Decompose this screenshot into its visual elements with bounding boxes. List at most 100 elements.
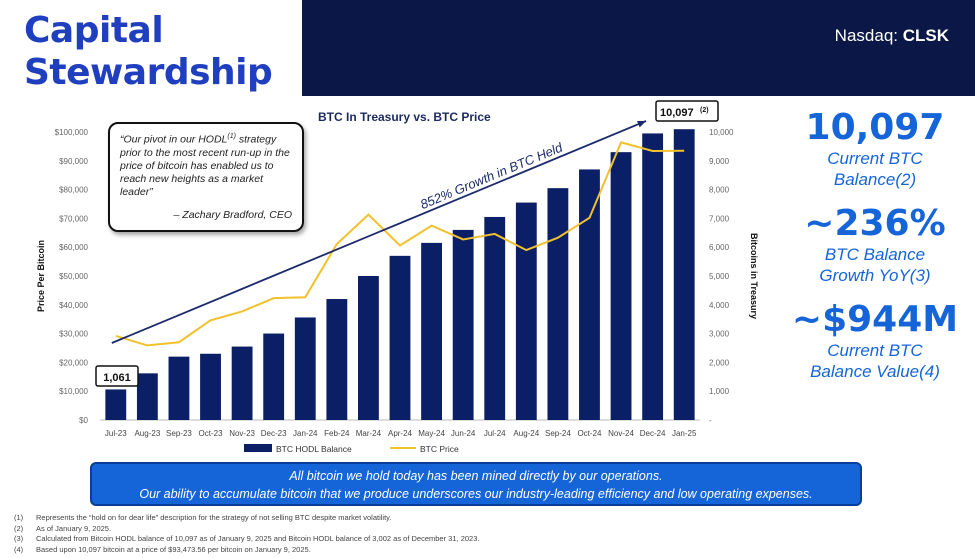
stats-panel: 10,097 Current BTC Balance(2) ~236% BTC … (780, 108, 970, 382)
legend-label-bar: BTC HODL Balance (276, 444, 352, 454)
footnote-text: Based upon 10,097 bitcoin at a price of … (36, 544, 311, 554)
header-left-area (0, 0, 302, 96)
x-tick-label: Jul-23 (105, 429, 127, 438)
bar-btc-balance (547, 188, 569, 420)
quote-text: “Our pivot in our HODL(1) strategy prior… (120, 133, 290, 198)
stat-value: ~$944M (791, 299, 959, 340)
bar-btc-balance (105, 389, 127, 420)
summary-banner: All bitcoin we hold today has been mined… (90, 462, 862, 506)
bar-btc-balance (294, 317, 316, 420)
x-tick-label: Nov-23 (229, 429, 255, 438)
y2-tick-label: 6,000 (709, 243, 730, 252)
y2-tick-label: 7,000 (709, 214, 730, 223)
end-label-box (655, 100, 719, 122)
x-tick-label: Aug-24 (513, 429, 539, 438)
stat-label-2: Balance Value(4) (810, 362, 940, 381)
footnotes: (1) Represents the “hold on for dear life… (14, 513, 479, 555)
footnote-text: Represents the “hold on for dear life” d… (36, 513, 392, 522)
y2-tick-label: 8,000 (709, 186, 730, 195)
banner-line-2: Our ability to accumulate bitcoin that w… (139, 487, 813, 501)
quote-footnote-ref: (1) (227, 133, 236, 140)
ceo-quote-box: “Our pivot in our HODL(1) strategy prior… (108, 122, 304, 232)
y-tick-label: $70,000 (59, 214, 88, 223)
quote-author: – Zachary Bradford, CEO (173, 209, 292, 221)
legend-swatch-bar (244, 444, 272, 452)
y2-tick-label: 3,000 (709, 330, 730, 339)
stat-label-1: Current BTC (827, 149, 923, 168)
stat-btc-balance: 10,097 Current BTC Balance(2) (780, 108, 970, 190)
footnote-number: (4) (14, 544, 24, 554)
y-tick-label: $50,000 (59, 272, 88, 281)
y-tick-label: $90,000 (59, 157, 88, 166)
ticker-prefix: Nasdaq: (834, 26, 903, 45)
bar-btc-balance (136, 373, 158, 420)
y-tick-label: $30,000 (59, 330, 88, 339)
y2-tick-label: 2,000 (709, 358, 730, 367)
bar-btc-balance (452, 229, 474, 420)
x-tick-label: Dec-23 (261, 429, 287, 438)
x-tick-label: Mar-24 (356, 429, 382, 438)
growth-arrow-line (111, 120, 647, 344)
bar-btc-balance (231, 346, 253, 420)
y-tick-label: $20,000 (59, 358, 88, 367)
banner-line-1: All bitcoin we hold today has been mined… (289, 469, 663, 483)
footnote-number: (2) (14, 523, 24, 533)
title-line-1: Capital (24, 10, 164, 51)
y-tick-label: $40,000 (59, 301, 88, 310)
y2-tick-label: - (709, 416, 712, 425)
y-tick-label: $0 (79, 416, 88, 425)
footnote-text: As of January 9, 2025. (36, 523, 112, 533)
footnote-number: (3) (14, 534, 24, 543)
x-tick-label: Jan-25 (672, 429, 697, 438)
end-label-footnote-ref: (2) (700, 107, 709, 114)
y-tick-label: $60,000 (59, 243, 88, 252)
bar-btc-balance (389, 255, 411, 420)
y-tick-label: $80,000 (59, 186, 88, 195)
bar-btc-balance (263, 333, 285, 420)
x-tick-label: Jun-24 (451, 429, 476, 438)
x-tick-label: Sep-24 (545, 429, 571, 438)
footnote: (1) Represents the “hold on for dear life… (14, 513, 479, 524)
stat-label-1: Current BTC (827, 341, 923, 360)
bar-btc-balance (642, 133, 664, 420)
bar-btc-balance (610, 152, 632, 420)
start-label: 1,061 (103, 372, 131, 384)
bar-btc-balance (515, 202, 537, 420)
title-line-2: Stewardship (24, 52, 273, 93)
x-tick-label: Nov-24 (608, 429, 634, 438)
ticker-label: Nasdaq: CLSK (835, 26, 949, 46)
y2-tick-label: 9,000 (709, 157, 730, 166)
x-tick-label: Dec-24 (640, 429, 666, 438)
stat-label-1: BTC Balance (824, 245, 926, 264)
bar-btc-balance (484, 216, 506, 420)
x-tick-label: Oct-24 (577, 429, 602, 438)
end-label: 10,097 (660, 107, 694, 119)
stat-label-2: Balance(2) (833, 170, 917, 189)
x-tick-label: May-24 (418, 429, 445, 438)
line-btc-price (115, 141, 685, 347)
footnote-number: (1) (14, 513, 24, 522)
ticker-symbol: CLSK (902, 26, 949, 45)
y2-tick-label: 10,000 (709, 128, 734, 137)
legend-label-line: BTC Price (420, 444, 459, 454)
y-axis-title: Price Per Bitcoin (36, 240, 46, 312)
stat-btc-growth: ~236% BTC Balance Growth YoY(3) (780, 204, 970, 286)
start-label-box (95, 365, 139, 387)
footnote: (3) Calculated from Bitcoin HODL balance … (14, 534, 479, 545)
x-tick-label: Apr-24 (388, 429, 413, 438)
stat-label-2: Growth YoY(3) (819, 266, 931, 285)
bar-btc-balance (421, 242, 442, 420)
bar-btc-balance (168, 356, 190, 420)
x-tick-label: Jan-24 (293, 429, 318, 438)
page-title: Capital Stewardship (24, 10, 273, 94)
y2-tick-label: 5,000 (709, 272, 730, 281)
y2-axis-title: Bitcoins in Treasury (749, 233, 759, 319)
x-tick-label: Sep-23 (166, 429, 192, 438)
y-tick-label: $100,000 (55, 128, 89, 137)
stat-value: 10,097 (805, 107, 945, 148)
y2-tick-label: 1,000 (709, 387, 730, 396)
bar-btc-balance (358, 276, 379, 420)
footnote: (4) Based upon 10,097 bitcoin at a price … (14, 545, 479, 556)
x-tick-label: Oct-23 (199, 429, 224, 438)
stat-btc-value: ~$944M Current BTC Balance Value(4) (780, 300, 970, 382)
